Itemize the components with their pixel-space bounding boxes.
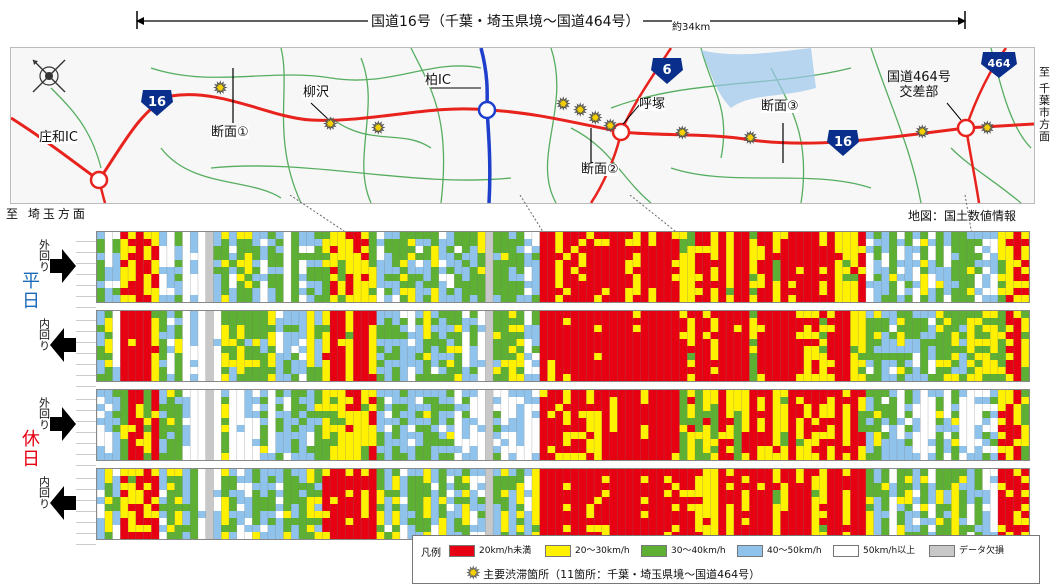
congestion-star-icon: ✹ — [916, 123, 930, 142]
legend-item-label: 40〜50km/h — [767, 546, 822, 556]
band-direction-label: 外回り — [37, 239, 51, 272]
label-section-3: 断面③ — [761, 99, 799, 114]
route-6-shield: 6 — [649, 56, 685, 86]
congestion-star-icon: ✹ — [557, 95, 571, 114]
band-hour-ticks — [76, 231, 96, 308]
band-direction-label: 内回り — [37, 476, 51, 509]
legend-item-label: データ欠損 — [959, 546, 1005, 556]
legend-item: 50km/h以上 — [833, 543, 915, 557]
section-connectors — [289, 195, 973, 235]
congestion-star-icon: ✹ — [574, 101, 588, 120]
direction-arrow-right-icon — [50, 407, 76, 445]
band-holiday-inner — [96, 468, 1030, 540]
legend-swatch — [833, 544, 859, 557]
band-hour-ticks — [76, 310, 96, 387]
legend-swatch — [449, 544, 475, 557]
band-hour-ticks — [76, 389, 96, 466]
route-title: 国道16号（千葉・埼玉県境〜国道464号） — [368, 15, 643, 29]
band-hour-ticks — [76, 468, 96, 545]
legend-star-icon: ✹ — [467, 564, 481, 583]
band-direction-label: 内回り — [37, 318, 51, 351]
direction-left: 至 埼玉方面 — [6, 207, 88, 221]
label-kokyou: 呼塚 — [639, 97, 666, 112]
legend: 凡例 20km/h未満 20〜30km/h 30〜40km/h 40〜50km/h 50… — [412, 535, 1040, 584]
band-direction-label: 外回り — [37, 397, 51, 430]
route-16-shield-east: 16 — [825, 128, 861, 158]
route-16-shield: 16 — [139, 88, 175, 118]
legend-item-label: 50km/h以上 — [863, 546, 916, 556]
map-canvas — [11, 48, 1034, 203]
legend-item: 20km/h未満 — [449, 543, 531, 557]
band-weekday-outer — [96, 231, 1030, 303]
label-section-2: 断面② — [581, 162, 619, 177]
legend-star-row: ✹ 主要渋滞箇所（11箇所：千葉・埼玉県境〜国道464号） — [467, 564, 761, 583]
direction-arrow-left-icon — [50, 486, 76, 524]
legend-item: データ欠損 — [929, 543, 1004, 557]
legend-item: 40〜50km/h — [737, 543, 822, 557]
label-kashiwa-ic: 柏IC — [425, 73, 451, 88]
legend-swatch — [641, 544, 667, 557]
route-distance: 約34km — [672, 18, 711, 33]
route-map: 16 6 16 464 庄和IC 柳沢 柏IC 呼塚 国道464号 交差部 断面… — [10, 47, 1035, 204]
legend-item: 20〜30km/h — [545, 543, 630, 557]
direction-arrow-right-icon — [50, 249, 76, 287]
label-route464-junction: 国道464号 交差部 — [887, 70, 951, 100]
band-holiday-outer — [96, 389, 1030, 461]
congestion-star-icon: ✹ — [676, 124, 690, 143]
direction-arrow-left-icon — [50, 328, 76, 366]
legend-swatch — [737, 544, 763, 557]
band-weekday-inner — [96, 310, 1030, 382]
congestion-star-icon: ✹ — [214, 79, 228, 98]
legend-swatch — [545, 544, 571, 557]
label-yanagisawa: 柳沢 — [303, 85, 330, 100]
legend-swatch — [929, 544, 955, 557]
route-464-shield: 464 — [979, 50, 1019, 80]
legend-star-label: 主要渋滞箇所（11箇所：千葉・埼玉県境〜国道464号） — [483, 568, 761, 581]
legend-item-label: 30〜40km/h — [671, 546, 726, 556]
legend-title: 凡例 — [421, 548, 441, 559]
direction-right: 至 千葉市方面 — [1037, 66, 1051, 143]
legend-item-label: 20km/h未満 — [479, 546, 532, 556]
congestion-star-icon: ✹ — [604, 117, 618, 136]
label-shouwa-ic: 庄和IC — [39, 130, 78, 145]
legend-item-label: 20〜30km/h — [575, 546, 630, 556]
legend-item: 30〜40km/h — [641, 543, 726, 557]
congestion-star-icon: ✹ — [981, 119, 995, 138]
congestion-star-icon: ✹ — [372, 119, 386, 138]
holiday-label: 休日 — [22, 429, 40, 470]
congestion-star-icon: ✹ — [744, 129, 758, 148]
weekday-label: 平日 — [22, 271, 40, 312]
label-section-1: 断面① — [211, 125, 249, 140]
congestion-star-icon: ✹ — [589, 109, 603, 128]
congestion-star-icon: ✹ — [324, 115, 338, 134]
map-source: 地図：国土数値情報 — [908, 209, 1017, 223]
